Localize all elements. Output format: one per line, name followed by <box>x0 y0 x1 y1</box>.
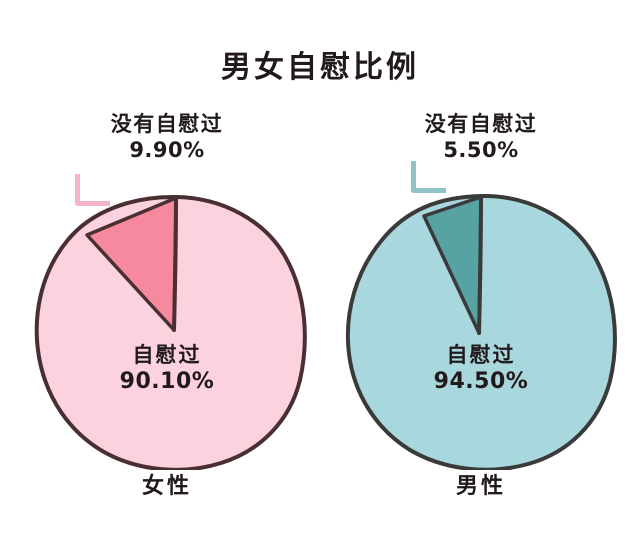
callout-title-female: 没有自慰过 <box>110 112 224 136</box>
leader-line-female <box>75 174 110 206</box>
caption-female: 女性 <box>141 474 192 499</box>
callout-label-female: 没有自慰过 9.90% <box>7 112 327 163</box>
callout-value-male: 5.50% <box>443 137 519 162</box>
callout-value-female: 9.90% <box>129 137 205 162</box>
callout-title-male: 没有自慰过 <box>424 112 538 136</box>
pie-separator-male <box>477 195 483 335</box>
pie-chart-female <box>7 190 327 470</box>
pie-separator-female <box>172 196 178 332</box>
chart-panel-male: 没有自慰过 5.50% 自慰过 94.50% 男性 <box>321 0 640 552</box>
page-title: 男女自慰比例 <box>221 50 419 85</box>
caption-male: 男性 <box>455 474 506 499</box>
pie-svg-male <box>345 193 617 470</box>
pie-slice-female-major[interactable] <box>34 194 307 470</box>
pie-slice-male-major[interactable] <box>345 193 617 470</box>
callout-label-male: 没有自慰过 5.50% <box>321 112 640 163</box>
pie-chart-male <box>321 190 640 470</box>
chart-panel-female: 没有自慰过 9.90% 自慰过 90.10% 女性 <box>7 0 327 552</box>
pie-svg-female <box>34 194 307 470</box>
leader-line-male <box>411 161 446 193</box>
